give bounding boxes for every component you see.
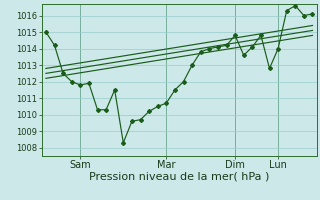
X-axis label: Pression niveau de la mer( hPa ): Pression niveau de la mer( hPa ): [89, 172, 269, 182]
